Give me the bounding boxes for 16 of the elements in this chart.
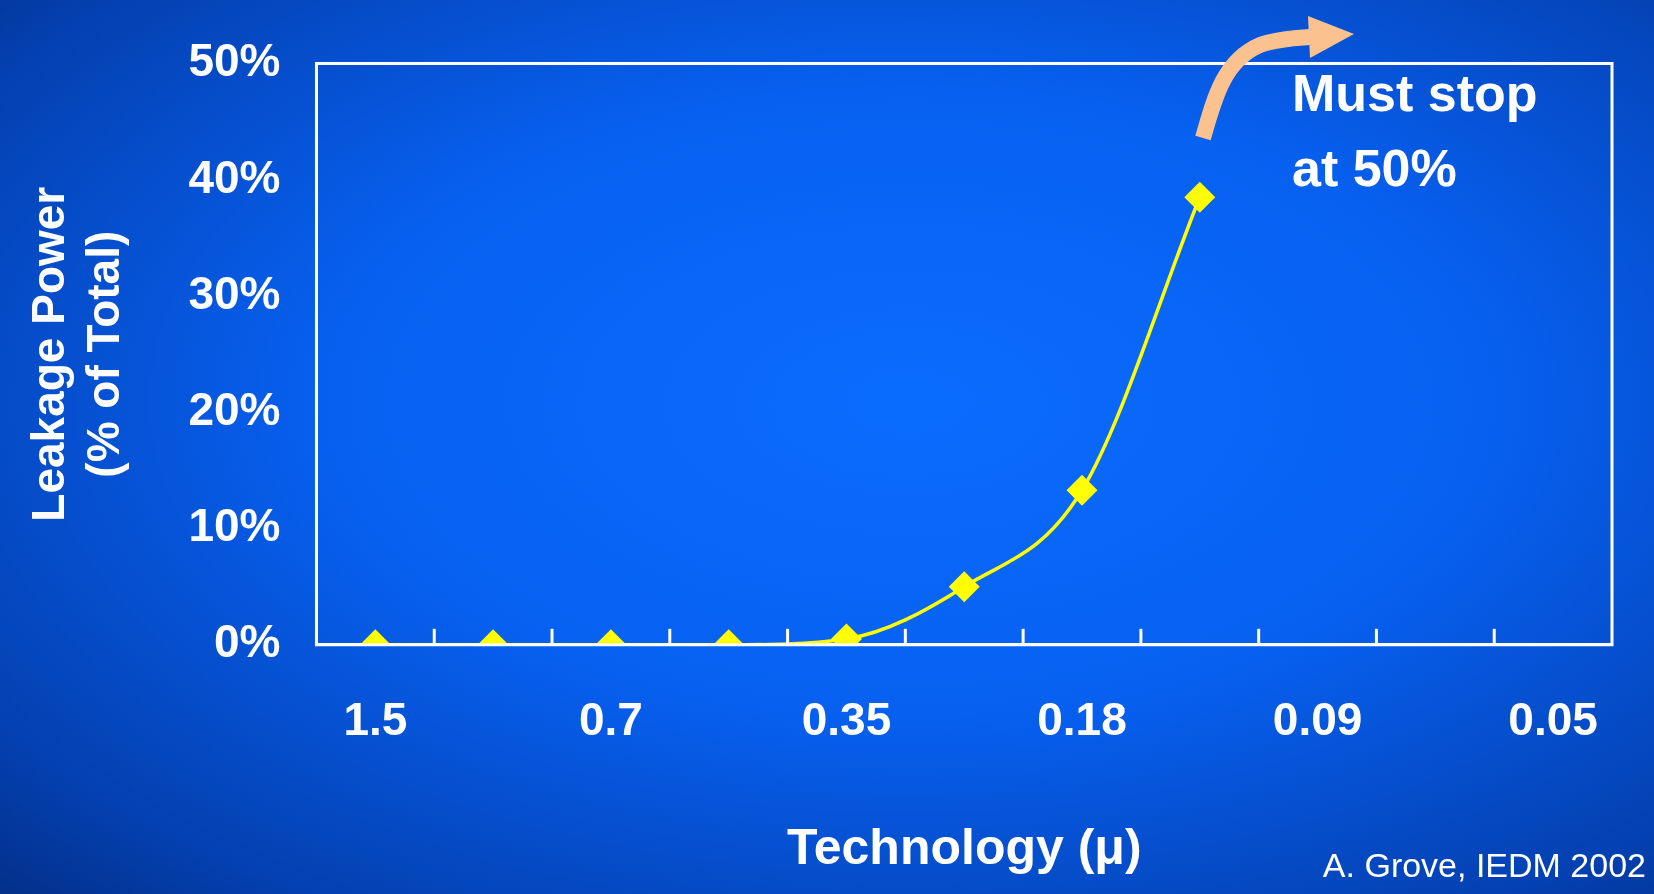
annotation: Must stop at 50%	[1292, 64, 1538, 198]
x-tick-label: 0.09	[1272, 693, 1363, 746]
text: A. Grove, IEDM 2002	[1322, 846, 1646, 885]
x-tick-label: 0.35	[801, 693, 892, 746]
y-tick-label: 10%	[188, 499, 281, 552]
x-axis-title: Technology (μ)	[786, 818, 1142, 875]
y-tick-label: 30%	[188, 266, 281, 319]
x-tick-label: 0.7	[578, 693, 643, 746]
y-tick-label: 50%	[188, 34, 281, 87]
x-tick-label: 1.5	[343, 693, 408, 746]
y-tick-label: 40%	[188, 150, 281, 203]
x-tick-label: 0.05	[1508, 693, 1598, 746]
x-tick-label: 0.18	[1037, 693, 1127, 746]
y-tick-label: 0%	[213, 615, 281, 668]
y-tick-label: 20%	[188, 383, 281, 436]
y-axis-title: Leakage Power (% of Total)	[22, 186, 130, 522]
